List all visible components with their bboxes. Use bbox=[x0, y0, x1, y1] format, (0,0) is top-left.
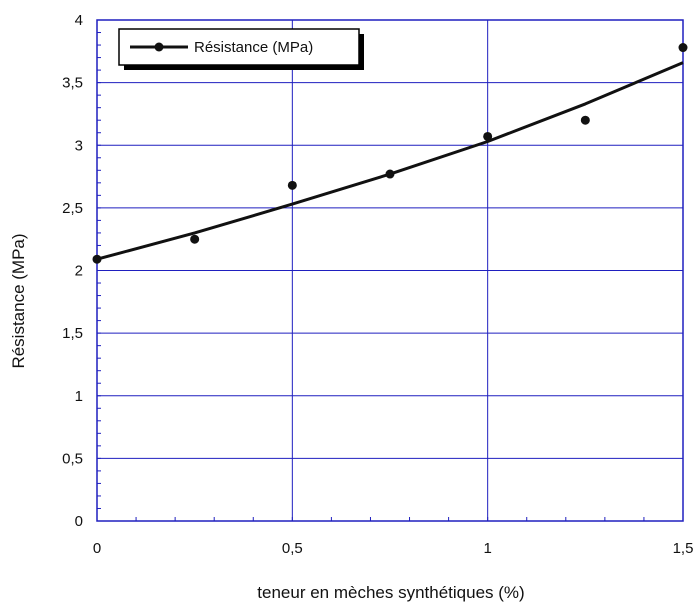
data-point-0 bbox=[92, 254, 102, 264]
y-tick-label-7: 3,5 bbox=[62, 75, 83, 92]
y-tick-label-2: 1 bbox=[75, 388, 83, 405]
y-tick-label-8: 4 bbox=[75, 12, 83, 29]
data-points bbox=[92, 43, 688, 264]
minor-ticks bbox=[96, 19, 684, 522]
data-point-2 bbox=[287, 180, 297, 190]
y-axis-title: Résistance (MPa) bbox=[9, 233, 28, 368]
x-tick-label-1: 0,5 bbox=[282, 540, 303, 557]
data-point-5 bbox=[580, 115, 590, 125]
legend-label: Résistance (MPa) bbox=[194, 39, 313, 56]
x-tick-label-0: 0 bbox=[93, 540, 101, 557]
grid-lines bbox=[96, 19, 684, 522]
x-axis-title: teneur en mèches synthétiques (%) bbox=[257, 583, 524, 602]
x-tick-labels: 0 0,5 1 1,5 bbox=[93, 540, 694, 557]
legend-marker bbox=[154, 42, 164, 52]
data-point-4 bbox=[483, 131, 493, 141]
x-tick-label-3: 1,5 bbox=[673, 540, 694, 557]
data-point-3 bbox=[385, 169, 395, 179]
y-tick-label-1: 0,5 bbox=[62, 450, 83, 467]
y-tick-label-6: 3 bbox=[75, 137, 83, 154]
trend-line bbox=[96, 61, 684, 261]
data-point-1 bbox=[190, 234, 200, 244]
data-point-6 bbox=[678, 43, 688, 53]
y-tick-label-0: 0 bbox=[75, 513, 83, 530]
legend: Résistance (MPa) bbox=[118, 28, 364, 70]
y-tick-labels: 0 0,5 1 1,5 2 2,5 3 3,5 4 bbox=[62, 12, 83, 530]
y-tick-label-4: 2 bbox=[75, 263, 83, 280]
x-tick-label-2: 1 bbox=[483, 540, 491, 557]
y-tick-label-5: 2,5 bbox=[62, 200, 83, 217]
y-tick-label-3: 1,5 bbox=[62, 325, 83, 342]
